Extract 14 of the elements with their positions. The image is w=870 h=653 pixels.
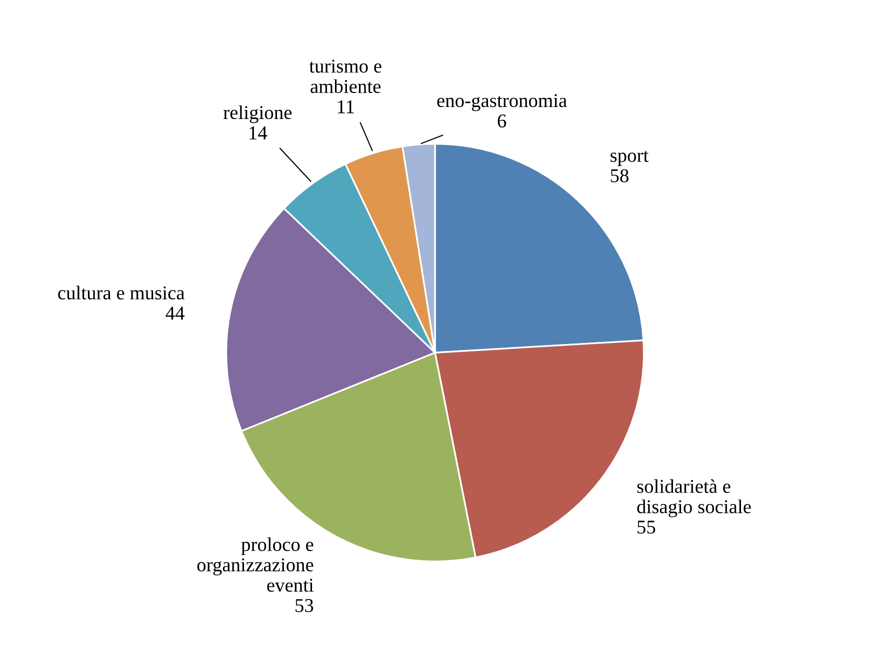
data-label: 11 [338,100,354,114]
slice-label: religione [224,105,292,124]
data-label: 53 [296,599,314,612]
data-label: 44 [166,306,184,320]
slice-label: turismo e ambiente [309,60,382,94]
data-label: 58 [610,169,628,182]
data-label: 55 [638,520,656,534]
slice-label: solidarietà e disagio sociale [637,479,751,518]
data-label: 14 [250,126,268,140]
slice-label: proloco e organizzazione eventi [197,537,314,592]
slice-label: cultura e musica [58,286,185,300]
data-label: 6 [498,114,506,128]
slice-label: sport [610,150,649,166]
slice-label: eno-gastronomia [437,94,567,112]
